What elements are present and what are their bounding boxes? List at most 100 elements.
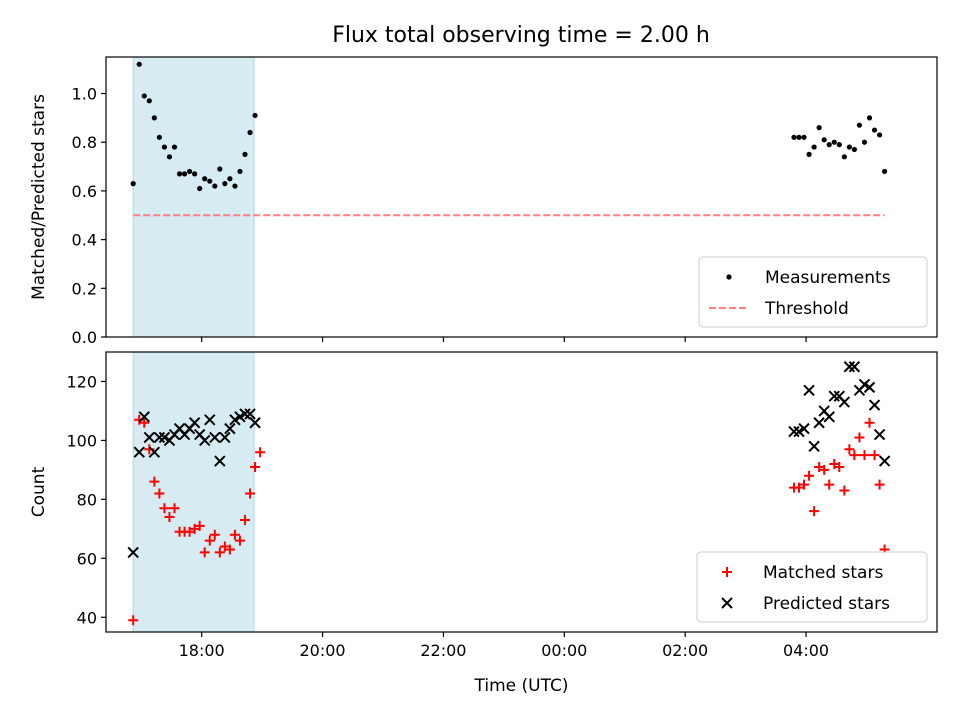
- matched-star-marker: [794, 482, 805, 493]
- x-tick-label: 00:00: [541, 641, 587, 660]
- matched-star-marker: [159, 503, 170, 514]
- matched-star-marker: [824, 479, 835, 490]
- axes-frame: [105, 56, 938, 338]
- matched-star-marker: [194, 520, 205, 531]
- measurement-point: [207, 178, 213, 184]
- measurement-point: [851, 146, 858, 153]
- measurement-point: [816, 125, 822, 131]
- matched-star-marker: [154, 488, 165, 499]
- measurement-point: [141, 93, 147, 99]
- y-tick-label: 0.0: [72, 328, 97, 347]
- predicted-star-marker: [878, 455, 891, 467]
- matched-star-marker: [128, 615, 139, 626]
- predicted-star-marker: [873, 428, 886, 441]
- matched-star-marker: [834, 461, 845, 472]
- predicted-star-marker: [249, 417, 261, 429]
- predicted-star-marker: [199, 434, 211, 447]
- predicted-star-marker: [838, 396, 851, 408]
- matched-star-marker: [204, 535, 215, 546]
- measurement-point: [836, 142, 842, 148]
- x-tick-label: 18:00: [179, 641, 225, 660]
- y-tick-label: 100: [66, 431, 97, 450]
- matched-star-marker: [240, 515, 251, 525]
- predicted-star-marker: [828, 390, 840, 402]
- legend-label: Matched stars: [763, 563, 883, 583]
- predicted-star-marker: [848, 361, 861, 373]
- measurement-point: [821, 137, 827, 143]
- measurement-point: [232, 183, 238, 189]
- flux-ratio-panel: 0.0 0.2 0.4 0.6 0.8 1.0 Matched/Predicted star…: [29, 56, 938, 347]
- matched-star-marker: [849, 450, 860, 461]
- predicted-star-marker: [813, 417, 825, 429]
- series-measurements: [130, 61, 888, 192]
- predicted-star-marker: [138, 411, 150, 423]
- predicted-star-marker: [823, 411, 835, 423]
- predicted-star-marker: [803, 384, 815, 397]
- matched-star-marker: [809, 506, 820, 517]
- predicted-star-marker: [843, 361, 856, 373]
- x-tick-label: 22:00: [420, 641, 466, 660]
- y-tick-label: 0.4: [72, 231, 97, 250]
- measurement-point: [826, 142, 832, 148]
- measurement-point: [222, 181, 228, 187]
- legend-measurement-marker: [726, 274, 732, 280]
- predicted-star-marker: [868, 399, 881, 411]
- predicted-star-marker: [214, 455, 226, 467]
- legend-box: [696, 551, 928, 623]
- measurement-point: [156, 134, 162, 140]
- matched-star-marker: [245, 488, 256, 499]
- matched-star-marker: [804, 470, 815, 481]
- measurement-point: [161, 144, 168, 150]
- series-predicted-stars: [127, 361, 891, 559]
- matched-star-marker: [189, 523, 200, 534]
- predicted-star-marker: [204, 414, 216, 426]
- measurement-point: [166, 154, 173, 160]
- predicted-star-marker: [808, 440, 820, 453]
- measurement-point: [801, 134, 807, 140]
- measurement-point: [187, 168, 193, 175]
- y-axis-label: Count: [29, 466, 49, 517]
- measurement-point: [197, 185, 203, 192]
- measurement-point: [237, 168, 243, 175]
- predicted-star-marker: [863, 381, 876, 394]
- measurement-point: [871, 127, 878, 133]
- y-tick-label: 80: [77, 490, 97, 509]
- predicted-star-marker: [798, 422, 810, 435]
- matched-star-marker: [844, 444, 855, 455]
- predicted-star-marker: [209, 431, 221, 444]
- measurement-point: [856, 122, 863, 128]
- measurement-point: [831, 139, 837, 145]
- matched-star-marker: [869, 450, 880, 461]
- y-tick-label: 40: [77, 608, 97, 627]
- measurement-point: [192, 171, 198, 177]
- measurement-point: [176, 171, 183, 177]
- predicted-star-marker: [244, 408, 256, 420]
- measurement-point: [796, 134, 802, 140]
- matched-star-marker: [224, 544, 235, 555]
- predicted-star-marker: [188, 417, 201, 429]
- series-matched-stars: [128, 414, 890, 626]
- y-tick-label: 0.6: [72, 182, 97, 201]
- matched-star-marker: [250, 461, 261, 472]
- y-tick-label: 0.2: [72, 279, 97, 298]
- matched-star-marker: [874, 479, 885, 490]
- legend-label: Predicted stars: [763, 594, 890, 614]
- measurement-point: [130, 181, 136, 187]
- predicted-star-marker: [133, 446, 145, 458]
- measurement-point: [247, 129, 253, 136]
- measurement-point: [876, 132, 883, 138]
- predicted-star-marker: [219, 431, 231, 444]
- matched-star-marker: [184, 526, 195, 537]
- legend-matched-marker: [722, 567, 732, 577]
- measurement-point: [252, 112, 258, 119]
- matched-star-marker: [819, 464, 830, 475]
- matched-star-marker: [139, 417, 150, 428]
- matched-star-marker: [799, 479, 810, 490]
- matched-star-marker: [234, 535, 245, 546]
- measurement-point: [212, 183, 218, 189]
- predicted-star-marker: [127, 546, 139, 559]
- measurement-point: [841, 154, 847, 160]
- measurement-point: [227, 176, 233, 182]
- measurement-point: [217, 166, 223, 172]
